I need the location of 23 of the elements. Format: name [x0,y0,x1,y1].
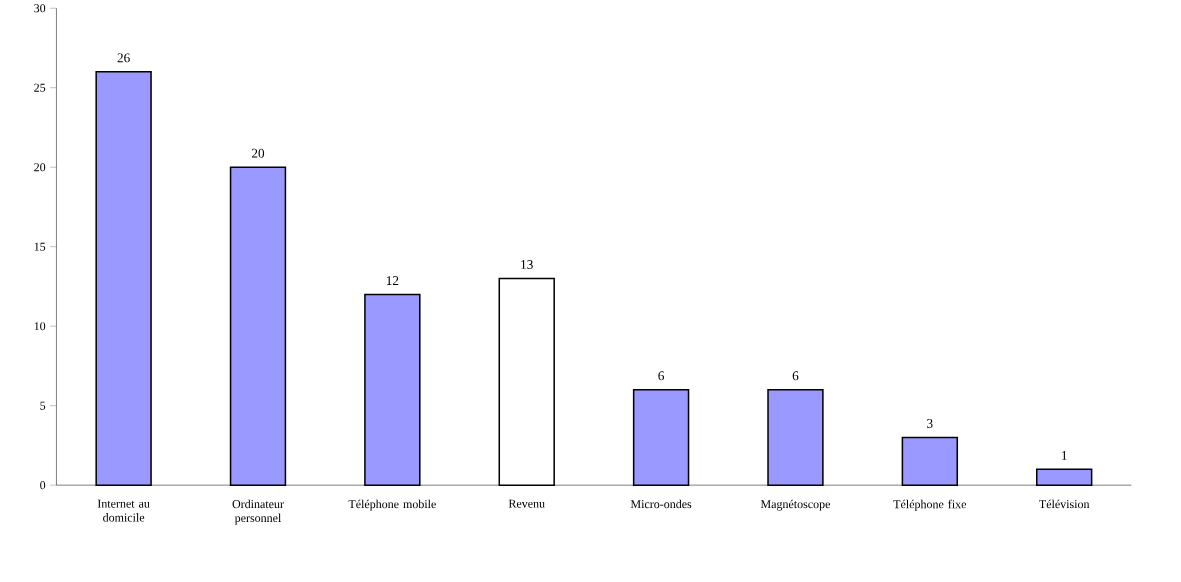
y-tick-label: 15 [34,242,46,251]
data-label: 6 [658,371,665,381]
data-label: 12 [386,276,399,285]
y-tick-label: 30 [34,4,46,13]
x-tick-label: Télévision [1039,499,1090,509]
data-label: 1 [1062,450,1067,460]
y-tick-label: 5 [40,401,46,410]
data-label: 13 [521,260,533,269]
x-tick-label: Téléphone fixe [893,499,967,511]
x-tick-label: Revenu [508,499,545,508]
x-tick-label: Internet au domicile [97,499,150,522]
data-label: 20 [251,148,265,158]
y-tick-label: 0 [40,481,46,490]
y-tick-label: 10 [34,322,46,331]
y-tick-label: 25 [34,83,46,92]
x-tick-label: Magnétoscope [760,499,830,511]
y-tick-label: 20 [34,163,46,172]
x-tick-label: Téléphone mobile [348,499,436,511]
data-label: 3 [927,419,933,428]
x-tick-label: Ordinateur personnel [232,499,284,525]
x-tick-label: Micro-ondes [630,499,692,509]
data-label: 26 [117,53,130,63]
data-label: 6 [792,371,799,381]
